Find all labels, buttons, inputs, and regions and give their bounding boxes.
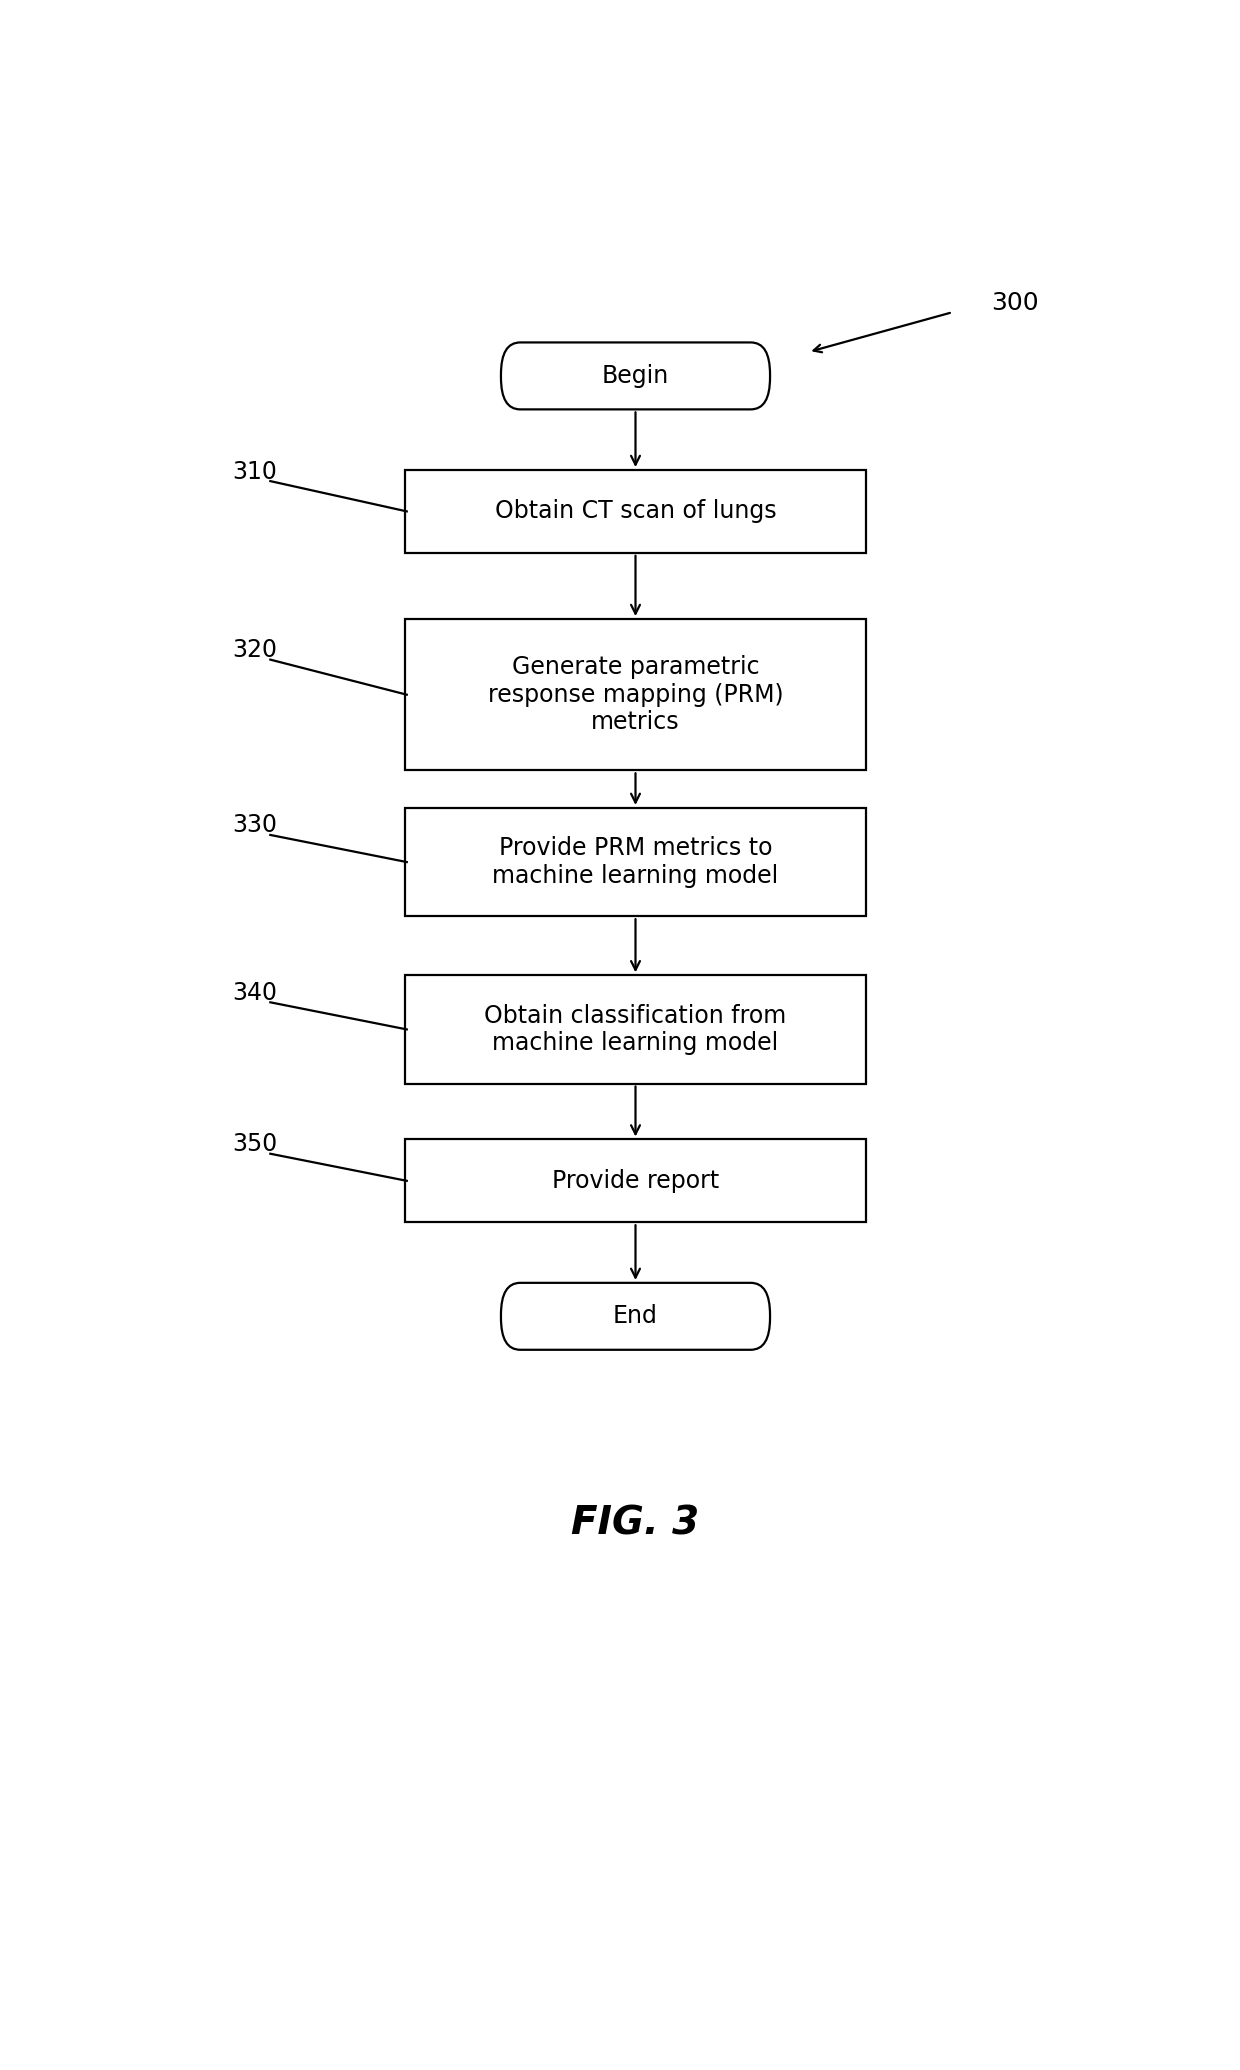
FancyBboxPatch shape (501, 1283, 770, 1350)
Text: 300: 300 (991, 290, 1039, 315)
Text: FIG. 3: FIG. 3 (572, 1505, 699, 1542)
Text: 350: 350 (232, 1132, 277, 1157)
Text: End: End (613, 1304, 658, 1329)
Bar (404, 975, 866, 1083)
Text: Provide report: Provide report (552, 1170, 719, 1192)
FancyBboxPatch shape (501, 342, 770, 410)
Text: Begin: Begin (601, 364, 670, 387)
Bar (404, 619, 866, 770)
Text: 330: 330 (232, 814, 277, 838)
Text: Generate parametric
response mapping (PRM)
metrics: Generate parametric response mapping (PR… (487, 654, 784, 735)
Text: 310: 310 (232, 460, 277, 484)
Bar (404, 1138, 866, 1221)
Text: Obtain classification from
machine learning model: Obtain classification from machine learn… (485, 1004, 786, 1056)
Text: 340: 340 (232, 981, 277, 1004)
Bar (404, 807, 866, 917)
Bar (404, 470, 866, 553)
Text: Obtain CT scan of lungs: Obtain CT scan of lungs (495, 499, 776, 524)
Text: 320: 320 (232, 638, 277, 662)
Text: Provide PRM metrics to
machine learning model: Provide PRM metrics to machine learning … (492, 836, 779, 888)
